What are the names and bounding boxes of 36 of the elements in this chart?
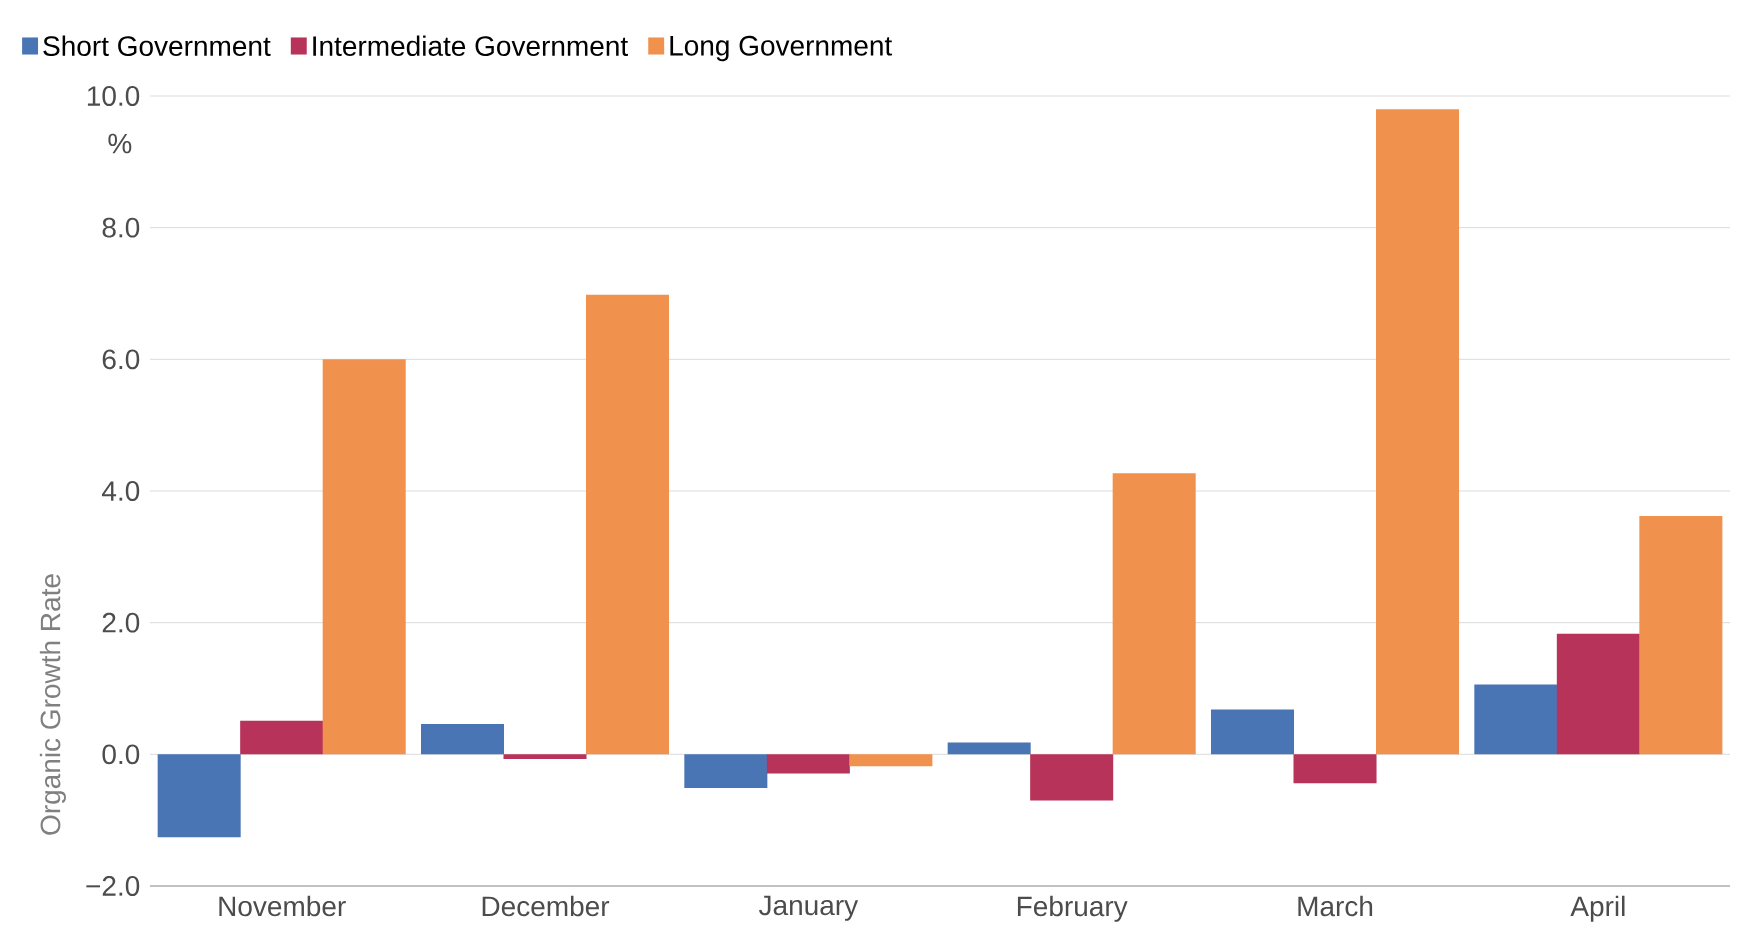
y-tick-label: 6.0 [102,349,140,370]
bar [1293,754,1377,784]
bar [947,742,1031,755]
bar [1030,754,1114,801]
x-tick-label: February [1017,895,1128,922]
legend-label: Short Government [43,35,271,57]
bar [849,754,933,767]
bar [420,724,505,755]
x-tick-label: December [482,895,610,917]
bar [684,754,768,788]
bar [1376,109,1460,755]
bar [322,359,406,755]
legend-label: Long Government [670,35,893,62]
legend-label: Intermediate Government [313,35,628,57]
y-tick-label: 10.0 [87,86,140,106]
bar [1474,684,1558,755]
bar [586,294,670,755]
bar [1112,473,1196,755]
y-tick-label: 8.0 [102,217,140,238]
y-tick-label: 0.0 [102,744,140,765]
y-tick-label: −2.0 [86,876,140,896]
bar [1556,633,1640,755]
bar [766,754,850,774]
bar [240,720,324,755]
x-tick-label: November [219,895,346,917]
text: % [108,133,132,154]
y-tick-label: 2.0 [102,612,140,633]
bar [157,754,241,838]
bar [1210,709,1295,755]
y-tick-label: 4.0 [101,481,140,501]
x-tick-label: January [758,895,859,921]
y-axis-title: Organic Growth Rate [39,574,66,835]
x-tick-label: March [1298,895,1373,917]
bar [1639,516,1723,755]
bar [503,754,587,759]
x-tick-label: April [1570,895,1625,922]
